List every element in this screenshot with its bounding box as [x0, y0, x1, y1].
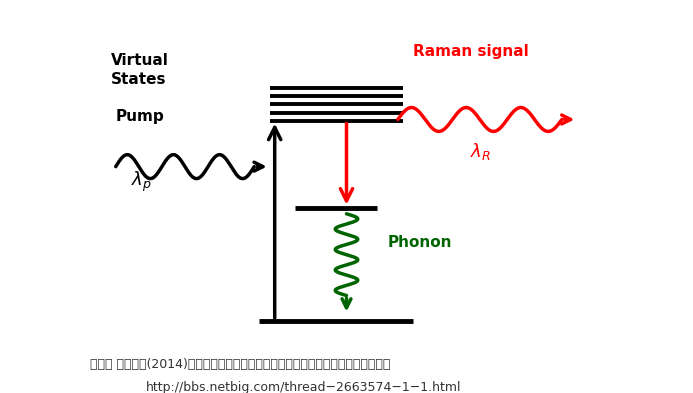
- Text: Raman signal: Raman signal: [413, 44, 529, 59]
- Text: Phonon: Phonon: [387, 235, 452, 250]
- Text: $\lambda_R$: $\lambda_R$: [470, 141, 491, 162]
- Text: Pump: Pump: [116, 109, 164, 124]
- Text: Virtual
States: Virtual States: [111, 53, 168, 87]
- Text: 자료： 網大論壁(2014)，龍桜魯教授研究組在新型納米粒子光學傳感器方面取得重要: 자료： 網大論壁(2014)，龍桜魯教授研究組在新型納米粒子光學傳感器方面取得重…: [90, 358, 390, 371]
- Text: http://bbs.netbig.com/thread−2663574−1−1.html: http://bbs.netbig.com/thread−2663574−1−1…: [146, 381, 461, 393]
- Text: $\lambda_p$: $\lambda_p$: [131, 170, 152, 194]
